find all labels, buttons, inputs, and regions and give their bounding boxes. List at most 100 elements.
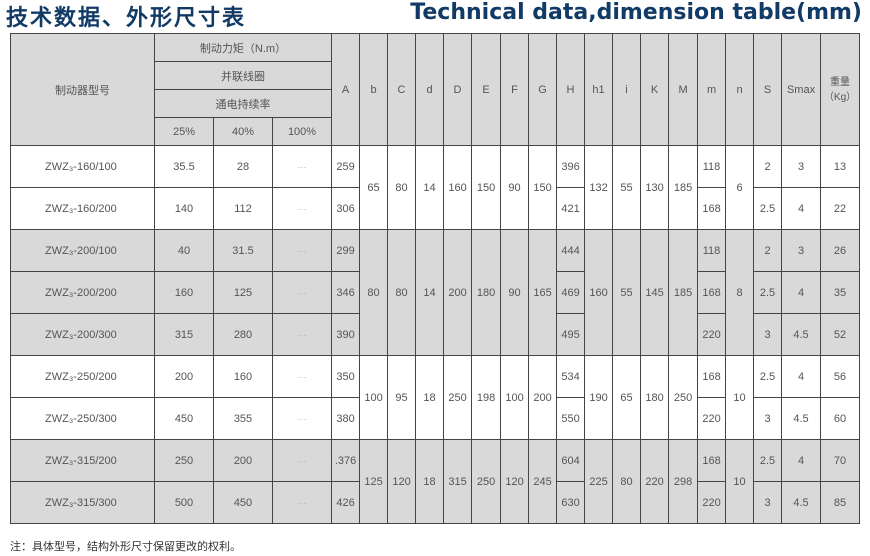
cell-torque-25: 250 xyxy=(154,439,214,482)
cell-i: 55 xyxy=(612,229,642,356)
table-row: ZWZ₃-200/100 40 31.5 ··· 299 80 80 14 200 180 90 16… xyxy=(10,229,861,356)
cell-H: 534 xyxy=(556,355,586,398)
cell-torque-40: 28 xyxy=(213,145,273,188)
cell-torque-40: 450 xyxy=(213,481,273,524)
cell-K: 145 xyxy=(640,229,670,356)
header-h1: h1 xyxy=(584,33,614,146)
cell-m: 168 xyxy=(697,271,727,314)
cell-D: 200 xyxy=(443,229,473,356)
cell-Smax: 3 xyxy=(781,145,822,188)
cell-H: 550 xyxy=(556,397,586,440)
cell-D: 315 xyxy=(443,439,473,524)
header-duty-40: 40% xyxy=(213,117,273,146)
cell-D: 160 xyxy=(443,145,473,230)
cell-S: 3 xyxy=(753,397,783,440)
cell-weight: 85 xyxy=(820,481,861,524)
cell-Smax: 4.5 xyxy=(781,397,822,440)
header-C: C xyxy=(387,33,417,146)
cell-K: 220 xyxy=(640,439,670,524)
header-K: K xyxy=(640,33,670,146)
cell-H: 495 xyxy=(556,313,586,356)
table-body: ZWZ₃-160/100 35.5 28 ··· 259 65 80 14 160 150 90 15… xyxy=(10,145,861,524)
header-i: i xyxy=(612,33,642,146)
cell-C: 95 xyxy=(387,355,417,440)
cell-model: ZWZ₃-200/300 xyxy=(10,313,155,356)
header-d: d xyxy=(415,33,445,146)
cell-G: 165 xyxy=(528,229,558,356)
cell-M: 298 xyxy=(668,439,699,524)
cell-m: 118 xyxy=(697,229,727,272)
header-duty-100: 100% xyxy=(271,117,333,146)
cell-S: 2.5 xyxy=(753,187,783,230)
cell-S: 3 xyxy=(753,481,783,524)
cell-model: ZWZ₃-315/200 xyxy=(10,439,155,482)
cell-H: 396 xyxy=(556,145,586,188)
title-chinese: 技术数据、外形尺寸表 xyxy=(6,6,247,31)
cell-D: 250 xyxy=(443,355,473,440)
cell-model: ZWZ₃-200/100 xyxy=(10,229,155,272)
cell-C: 120 xyxy=(387,439,417,524)
table-row: ZWZ₃-315/200 250 200 ··· .376 125 120 18 315 250 1… xyxy=(10,439,861,524)
cell-torque-40: 355 xyxy=(213,397,273,440)
cell-Smax: 4 xyxy=(781,439,822,482)
cell-n: 10 xyxy=(725,355,755,440)
cell-A: 380 xyxy=(331,397,361,440)
cell-weight: 22 xyxy=(820,187,861,230)
cell-d: 14 xyxy=(415,145,445,230)
cell-torque-25: 160 xyxy=(154,271,214,314)
dimension-table: 制动器型号 制动力矩（N.m） A b C d D E F G H h1 i K… xyxy=(10,33,861,524)
table-row: ZWZ₃-160/100 35.5 28 ··· 259 65 80 14 160 150 90 15… xyxy=(10,145,861,230)
cell-torque-100: ··· xyxy=(271,481,333,524)
cell-h1: 132 xyxy=(584,145,614,230)
table-row: ZWZ₃-250/300 450 355 ··· 380 550 220 3 4.5 60 xyxy=(10,397,861,440)
header-S: S xyxy=(753,33,783,146)
cell-torque-25: 500 xyxy=(154,481,214,524)
cell-h1: 160 xyxy=(584,229,614,356)
cell-torque-40: 200 xyxy=(213,439,273,482)
cell-m: 118 xyxy=(697,145,727,188)
cell-torque-40: 112 xyxy=(213,187,273,230)
table-row: ZWZ₃-250/200 200 160 ··· 350 100 95 18 250 198 100… xyxy=(10,355,861,440)
cell-torque-100: ··· xyxy=(271,355,333,398)
cell-A: .376 xyxy=(331,439,361,482)
cell-A: 390 xyxy=(331,313,361,356)
cell-model: ZWZ₃-200/200 xyxy=(10,271,155,314)
cell-torque-100: ··· xyxy=(271,229,333,272)
header-M: M xyxy=(668,33,699,146)
header-duty: 通电持续率 xyxy=(153,89,333,118)
cell-weight: 70 xyxy=(820,439,861,482)
cell-b: 125 xyxy=(359,439,389,524)
cell-i: 80 xyxy=(612,439,642,524)
cell-model: ZWZ₃-160/200 xyxy=(10,187,155,230)
header-E: E xyxy=(471,33,502,146)
cell-A: 306 xyxy=(331,187,361,230)
cell-weight: 52 xyxy=(820,313,861,356)
header-G: G xyxy=(528,33,558,146)
cell-torque-40: 31.5 xyxy=(213,229,273,272)
cell-n: 10 xyxy=(725,439,755,524)
cell-torque-100: ··· xyxy=(271,397,333,440)
cell-C: 80 xyxy=(387,229,417,356)
cell-torque-25: 140 xyxy=(154,187,214,230)
header-D: D xyxy=(443,33,473,146)
cell-Smax: 4.5 xyxy=(781,481,822,524)
cell-n: 6 xyxy=(725,145,755,230)
cell-A: 299 xyxy=(331,229,361,272)
cell-weight: 35 xyxy=(820,271,861,314)
header-H: H xyxy=(556,33,586,146)
cell-H: 469 xyxy=(556,271,586,314)
cell-A: 346 xyxy=(331,271,361,314)
cell-H: 604 xyxy=(556,439,586,482)
cell-torque-25: 315 xyxy=(154,313,214,356)
header-duty-25: 25% xyxy=(154,117,214,146)
cell-S: 2.5 xyxy=(753,355,783,398)
cell-b: 100 xyxy=(359,355,389,440)
cell-C: 80 xyxy=(387,145,417,230)
cell-G: 200 xyxy=(528,355,558,440)
cell-torque-40: 125 xyxy=(213,271,273,314)
cell-F: 120 xyxy=(500,439,530,524)
cell-E: 198 xyxy=(471,355,502,440)
cell-i: 55 xyxy=(612,145,642,230)
cell-torque-40: 160 xyxy=(213,355,273,398)
cell-G: 245 xyxy=(528,439,558,524)
